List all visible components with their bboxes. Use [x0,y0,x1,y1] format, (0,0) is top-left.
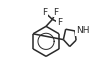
Text: F: F [57,18,62,27]
Text: F: F [42,8,47,17]
Text: F: F [53,8,58,17]
Text: NH: NH [76,26,89,35]
